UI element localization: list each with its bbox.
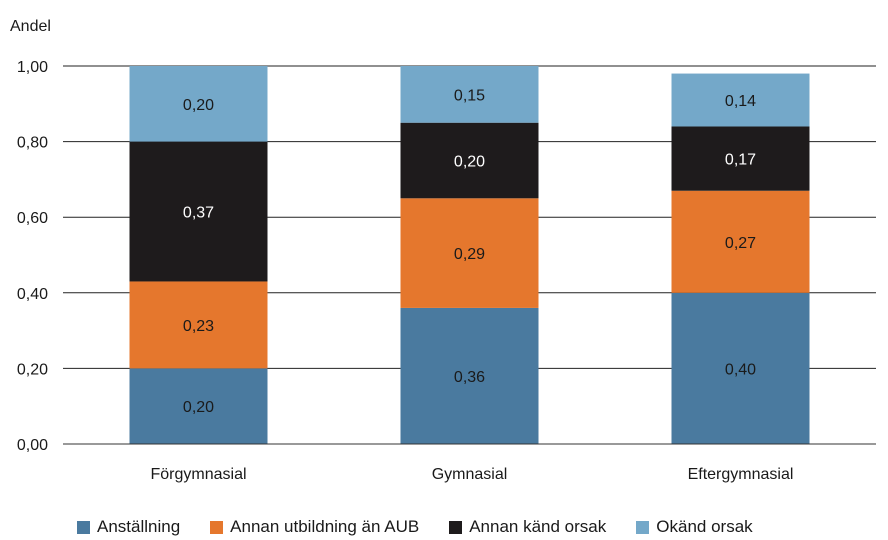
- x-category-label: Eftergymnasial: [688, 466, 794, 483]
- legend-swatch: [210, 520, 224, 534]
- legend-item: Okänd orsak: [636, 517, 753, 537]
- legend-swatch: [77, 520, 90, 534]
- bar-segment: [400, 198, 539, 308]
- bar-segment: [671, 73, 810, 127]
- y-axis-ticks: 0,00 0,20 0,40 0,60 0,80 1,00: [17, 59, 48, 454]
- y-tick-label: 0,20: [17, 361, 48, 378]
- y-axis-title: Andel: [10, 18, 51, 35]
- x-category-label: Gymnasial: [432, 466, 508, 483]
- legend-label: Okänd orsak: [656, 517, 753, 536]
- y-tick-label: 0,80: [17, 135, 48, 152]
- legend-item: Anställning: [77, 517, 180, 537]
- x-axis-categories: Förgymnasial Gymnasial Eftergymnasial: [150, 466, 793, 483]
- legend-label: Annan utbildning än AUB: [230, 517, 420, 536]
- legend-swatch: [636, 520, 650, 534]
- bar-segment: [400, 122, 539, 199]
- bar-segment: [671, 190, 810, 293]
- legend-item: Annan utbildning än AUB: [210, 517, 419, 537]
- data-label: 0,36: [454, 369, 485, 386]
- y-tick-label: 0,60: [17, 210, 48, 227]
- bar-segment: [129, 368, 268, 444]
- data-label: 0,23: [183, 318, 214, 335]
- data-label: 0,29: [454, 246, 485, 263]
- bar-segment: [129, 281, 268, 369]
- data-label: 0,14: [725, 93, 756, 110]
- y-tick-label: 0,00: [17, 437, 48, 454]
- legend-label: Anställning: [97, 517, 181, 536]
- legend-swatch: [449, 520, 463, 534]
- bar-segment: [400, 66, 539, 123]
- y-tick-label: 1,00: [17, 59, 48, 76]
- bar-segment: [671, 292, 810, 444]
- data-label: 0,17: [725, 152, 756, 169]
- legend-label: Annan känd orsak: [469, 517, 607, 536]
- bar-segment: [129, 66, 268, 142]
- bar-segment: [671, 126, 810, 191]
- bar-segment: [129, 141, 268, 282]
- y-tick-label: 0,40: [17, 286, 48, 303]
- data-label: 0,37: [183, 205, 214, 222]
- stacked-bar-chart: Andel 0,000,200,400,600,801,00 0,200,230…: [10, 18, 876, 483]
- bar-segment: [400, 307, 539, 444]
- legend: Anställning Annan utbildning än AUB Annan …: [77, 515, 753, 539]
- bars: 0,20 0,23 0,37 0,20 0,36 0,29 0,20 0,15 0,40 0,27…: [129, 66, 810, 444]
- data-label: 0,15: [454, 87, 485, 104]
- data-label: 0,20: [183, 399, 214, 416]
- data-label: 0,20: [454, 154, 485, 171]
- legend-item: Annan känd orsak: [449, 517, 606, 537]
- data-label: 0,27: [725, 235, 756, 252]
- data-label: 0,20: [183, 97, 214, 114]
- x-category-label: Förgymnasial: [150, 466, 246, 483]
- data-label: 0,40: [725, 361, 756, 378]
